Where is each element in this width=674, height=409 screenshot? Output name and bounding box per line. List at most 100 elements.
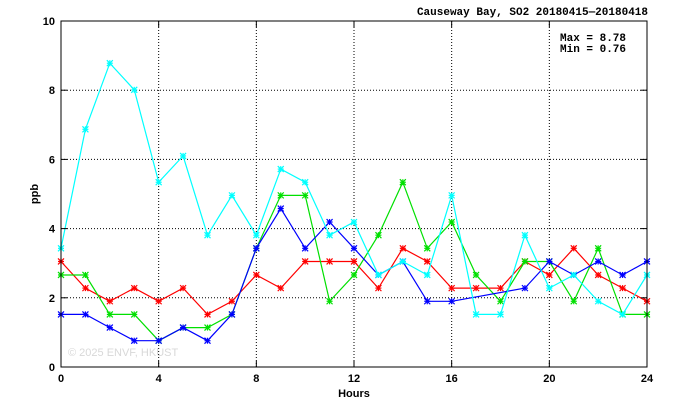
data-point [594, 244, 602, 252]
data-point [277, 165, 285, 173]
data-point [301, 244, 309, 252]
data-point [106, 324, 114, 331]
data-point [326, 218, 334, 226]
data-point [130, 337, 138, 345]
data-point [619, 271, 627, 279]
data-point [350, 271, 358, 279]
data-point [423, 258, 431, 265]
data-point [228, 297, 236, 305]
data-point [448, 297, 456, 305]
data-point [570, 244, 578, 252]
data-point [326, 231, 334, 239]
data-point [497, 310, 504, 318]
data-point [570, 297, 578, 305]
watermark: © 2025 ENVF, HKUST [68, 347, 178, 359]
data-point [155, 337, 163, 345]
data-point [179, 152, 187, 160]
data-point [472, 271, 480, 279]
data-point [497, 284, 504, 292]
data-point [374, 271, 382, 279]
chart-title: Causeway Bay, SO2 20180415—20180418 [417, 7, 648, 19]
y-tick-label: 10 [43, 16, 55, 28]
data-point [81, 125, 89, 133]
y-tick-label: 2 [49, 293, 55, 305]
series-group [57, 59, 651, 345]
x-tick-label: 24 [641, 373, 654, 385]
data-point [252, 231, 260, 239]
x-tick-label: 12 [348, 373, 360, 385]
max-label: Max = 8.78 [560, 33, 626, 45]
data-point [81, 284, 89, 292]
y-axis-title: ppb [29, 184, 41, 204]
data-point [497, 297, 504, 305]
data-point [521, 231, 529, 239]
data-point [252, 271, 260, 279]
data-point [423, 297, 431, 305]
data-point [81, 310, 89, 318]
data-point [106, 297, 114, 305]
data-point [350, 258, 358, 265]
data-point [374, 231, 382, 239]
y-tick-label: 4 [49, 224, 56, 236]
series-0 [57, 244, 651, 318]
data-point [204, 310, 211, 318]
data-point [81, 271, 89, 279]
data-point [472, 310, 480, 318]
data-point [326, 297, 334, 305]
data-point [619, 310, 627, 318]
data-point [423, 271, 431, 279]
data-point [130, 310, 138, 318]
data-point [545, 258, 553, 265]
grid [61, 21, 647, 367]
data-point [179, 324, 187, 331]
data-point [277, 205, 285, 212]
data-point [521, 258, 529, 265]
data-point [130, 284, 138, 292]
data-point [521, 284, 529, 292]
data-point [350, 244, 358, 252]
x-tick-label: 4 [156, 373, 163, 385]
data-point [374, 284, 382, 292]
data-point [228, 310, 236, 318]
x-tick-label: 8 [253, 373, 259, 385]
y-tick-label: 6 [49, 154, 55, 166]
data-point [570, 271, 578, 279]
y-tick-label: 0 [49, 362, 55, 374]
data-point [301, 258, 309, 265]
data-point [204, 337, 211, 345]
data-point [204, 324, 211, 331]
data-point [301, 191, 309, 199]
data-point [423, 244, 431, 252]
data-point [350, 218, 358, 226]
data-point [252, 244, 260, 252]
data-point [204, 231, 211, 239]
data-point [448, 191, 456, 199]
x-tick-label: 16 [446, 373, 458, 385]
x-axis-title: Hours [338, 388, 370, 400]
data-point [399, 258, 407, 265]
series-3 [57, 59, 651, 318]
series-2 [57, 205, 651, 345]
data-point [545, 284, 553, 292]
data-point [448, 218, 456, 226]
data-point [155, 297, 163, 305]
data-point [130, 86, 138, 94]
data-point [277, 284, 285, 292]
data-point [106, 59, 114, 67]
data-point [545, 271, 553, 279]
data-point [179, 284, 187, 292]
plot-area [60, 20, 648, 368]
data-point [228, 191, 236, 199]
data-point [106, 310, 114, 318]
data-point [594, 271, 602, 279]
x-tick-label: 0 [58, 373, 64, 385]
data-point [448, 284, 456, 292]
x-tick-label: 20 [543, 373, 555, 385]
data-point [301, 178, 309, 186]
y-tick-label: 8 [49, 85, 55, 97]
min-label: Min = 0.76 [560, 44, 626, 56]
data-point [594, 297, 602, 305]
data-point [619, 284, 627, 292]
